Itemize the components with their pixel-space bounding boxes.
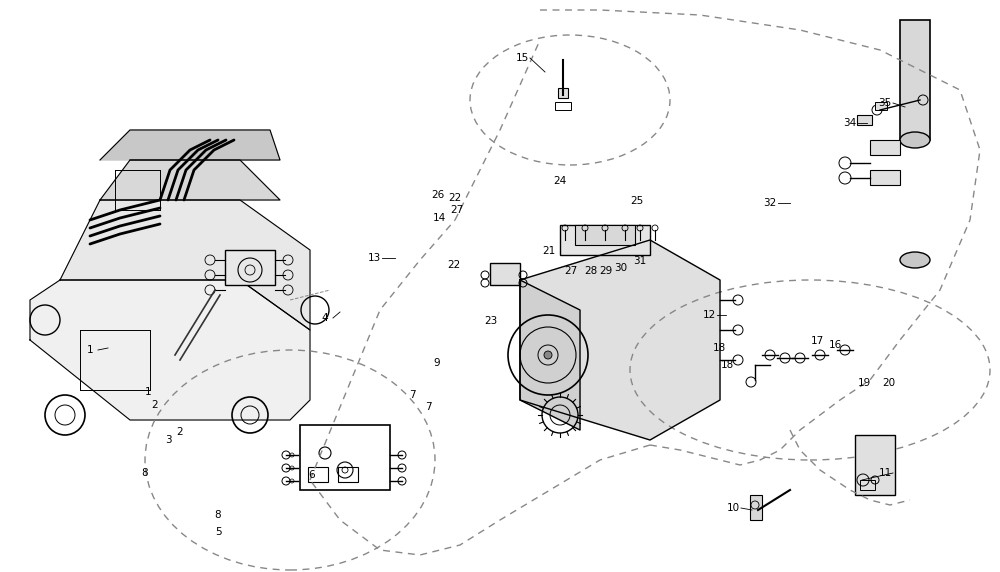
Ellipse shape [900,132,930,148]
Text: 8: 8 [215,510,221,520]
Text: 24: 24 [553,176,567,186]
Text: 16: 16 [828,340,842,350]
Bar [490,263,520,285]
Text: 18: 18 [712,343,726,353]
Text: 5: 5 [215,527,221,537]
Bar [855,435,895,495]
Text: 35: 35 [878,98,892,108]
Text: 7: 7 [425,402,431,412]
Bar [857,115,872,125]
Text: 28: 28 [584,266,598,276]
Text: 4: 4 [322,313,328,323]
Text: 11: 11 [878,468,892,478]
Bar [225,250,275,285]
Text: 34: 34 [843,118,857,128]
Text: 2: 2 [177,427,183,437]
Polygon shape [520,240,720,440]
Polygon shape [520,280,580,430]
Text: 30: 30 [614,263,628,273]
Bar [870,140,900,155]
Text: 9: 9 [434,358,440,368]
Circle shape [544,351,552,359]
Text: 13: 13 [367,253,381,263]
Text: 6: 6 [309,470,315,480]
Text: 1: 1 [87,345,93,355]
Ellipse shape [900,252,930,268]
Text: 20: 20 [882,378,896,388]
Bar [338,467,358,482]
Polygon shape [100,130,280,160]
Text: 12: 12 [702,310,716,320]
Text: 1: 1 [145,387,151,397]
Text: 15: 15 [515,53,529,63]
Text: 25: 25 [630,196,644,206]
Text: 22: 22 [448,193,462,203]
Polygon shape [60,200,310,330]
Bar [870,170,900,185]
Text: 27: 27 [450,205,464,215]
Text: 32: 32 [763,198,777,208]
Bar [558,88,568,98]
Bar [555,102,571,110]
Text: 3: 3 [165,435,171,445]
Text: 23: 23 [484,316,498,326]
Polygon shape [30,280,310,420]
Bar [860,480,875,490]
Text: 26: 26 [431,190,445,200]
Polygon shape [100,160,280,200]
Bar [308,467,328,482]
Bar [900,20,930,140]
Text: 19: 19 [857,378,871,388]
Text: 7: 7 [409,390,415,400]
Bar [750,495,762,520]
Bar [575,225,635,245]
Text: 22: 22 [447,260,461,270]
Text: 29: 29 [599,266,613,276]
Text: 8: 8 [142,468,148,478]
Text: 21: 21 [542,246,556,256]
Text: 18: 18 [720,360,734,370]
Text: 17: 17 [810,336,824,346]
Bar [300,425,390,490]
Text: 14: 14 [432,213,446,223]
Text: 2: 2 [152,400,158,410]
Text: 31: 31 [633,256,647,266]
Text: 10: 10 [726,503,740,513]
Text: 27: 27 [564,266,578,276]
Bar [560,225,650,255]
Bar [875,102,887,110]
